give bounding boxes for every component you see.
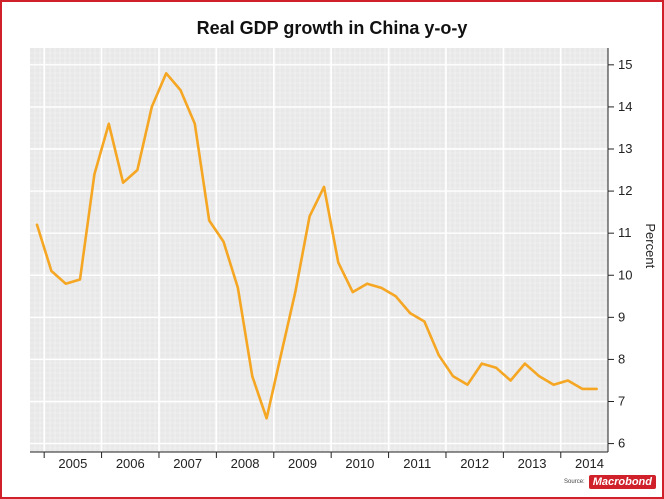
y-tick-label: 14	[618, 99, 632, 114]
y-tick-label: 6	[618, 436, 625, 451]
x-tick-label: 2006	[116, 456, 145, 471]
y-tick-label: 15	[618, 57, 632, 72]
x-tick-label: 2005	[58, 456, 87, 471]
y-tick-label: 10	[618, 267, 632, 282]
x-tick-label: 2014	[575, 456, 604, 471]
plot-background	[30, 48, 608, 452]
x-tick-label: 2011	[403, 456, 431, 471]
chart-title: Real GDP growth in China y-o-y	[196, 18, 468, 38]
y-axis-title: Percent	[643, 223, 658, 268]
macrobond-logo: Macrobond	[588, 475, 656, 489]
x-tick-label: 2013	[518, 456, 547, 471]
source-credit: Source: Macrobond	[564, 475, 656, 489]
y-tick-label: 11	[618, 225, 632, 240]
y-tick-label: 8	[618, 351, 625, 366]
x-tick-label: 2008	[231, 456, 260, 471]
x-tick-label: 2012	[460, 456, 489, 471]
x-tick-label: 2010	[345, 456, 374, 471]
source-label: Source:	[564, 479, 585, 485]
y-tick-label: 13	[618, 141, 632, 156]
y-tick-label: 7	[618, 394, 625, 409]
y-tick-label: 12	[618, 183, 632, 198]
x-tick-label: 2007	[173, 456, 202, 471]
y-tick-label: 9	[618, 309, 625, 324]
series-line-gdp-growth	[35, 72, 598, 420]
x-tick-label: 2009	[288, 456, 317, 471]
